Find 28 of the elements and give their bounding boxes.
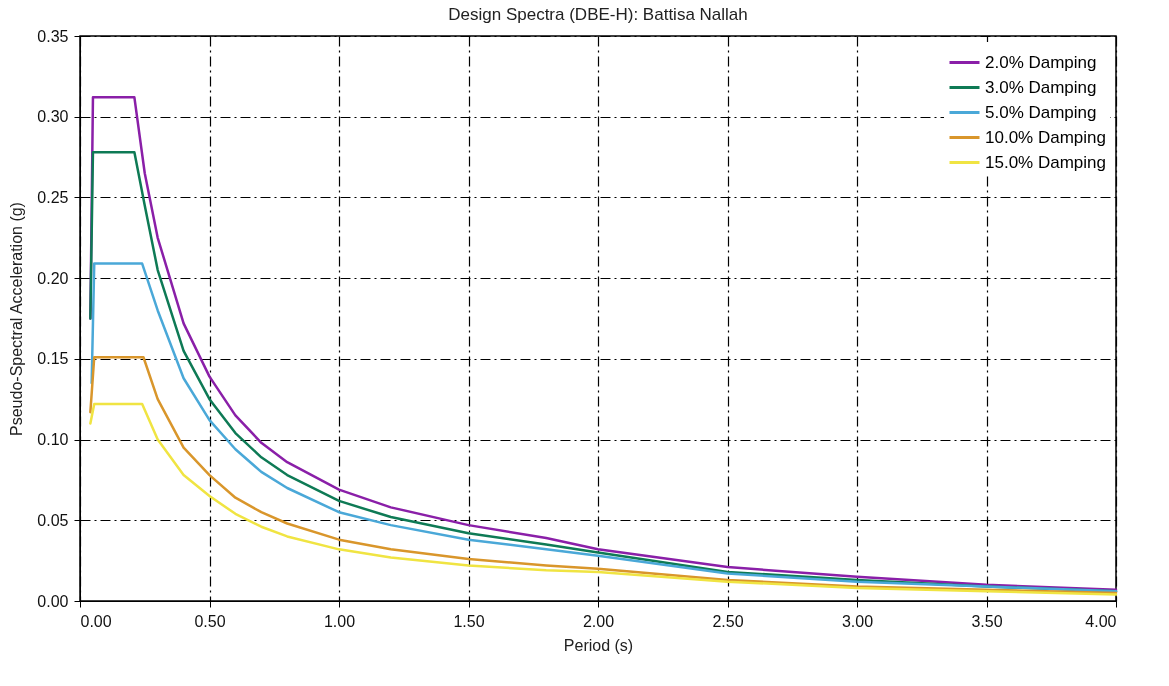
y-tick-label: 0.30 (37, 108, 69, 126)
x-tick-label: 0.00 (80, 612, 112, 630)
x-tick-label: 3.00 (841, 612, 874, 630)
legend-label: 3.0% Damping (985, 77, 1097, 97)
x-tick-label: 3.50 (971, 612, 1003, 630)
line-series (90, 262, 1118, 593)
y-axis-title: Pseudo-Spectral Acceleration (g) (8, 202, 26, 436)
legend-label: 5.0% Damping (985, 102, 1097, 122)
y-tick-label: 0.00 (37, 592, 69, 610)
x-tick-label: 2.00 (582, 612, 615, 630)
legend-label: 15.0% Damping (985, 152, 1106, 172)
line-series (89, 355, 1118, 595)
x-tick-label: 2.50 (712, 612, 744, 630)
x-tick-label: 1.50 (453, 612, 485, 630)
x-tick-label: 1.00 (323, 612, 356, 630)
y-tick-label: 0.20 (37, 269, 69, 287)
legend-label: 2.0% Damping (985, 52, 1097, 72)
x-axis-title: Period (s) (563, 636, 634, 654)
legend-label: 10.0% Damping (985, 127, 1106, 147)
x-tick-label: 4.00 (1085, 612, 1117, 630)
y-tick-label: 0.10 (37, 431, 69, 449)
line-series (89, 402, 1118, 596)
y-tick-label: 0.25 (37, 188, 69, 206)
y-tick-label: 0.35 (37, 27, 69, 45)
y-tick-label: 0.15 (37, 350, 69, 368)
chart-title: Design Spectra (DBE-H): Battisa Nallah (448, 5, 748, 24)
x-tick-label: 0.50 (194, 612, 226, 630)
y-tick-label: 0.05 (37, 511, 69, 529)
